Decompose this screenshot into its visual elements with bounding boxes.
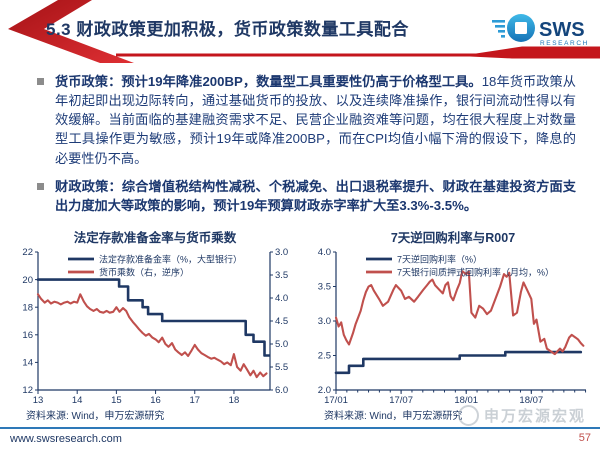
svg-text:16: 16 <box>150 395 161 406</box>
svg-text:18: 18 <box>22 302 33 313</box>
globe-icon <box>492 14 535 42</box>
footer-url: www.swsresearch.com <box>10 433 122 445</box>
svg-text:3.5: 3.5 <box>318 282 331 293</box>
svg-text:20: 20 <box>22 275 33 286</box>
bullet-square-icon <box>37 78 44 85</box>
bullet-lead: 财政政策：综合增值税结构性减税、个税减免、出口退税率提升、财政在基建投资方面支出… <box>55 178 576 213</box>
page-number: 57 <box>578 432 591 444</box>
svg-text:4.5: 4.5 <box>275 316 288 327</box>
watermark-text: 申万宏源宏观 <box>484 408 587 425</box>
svg-text:17: 17 <box>189 395 200 406</box>
svg-text:6.0: 6.0 <box>275 385 288 396</box>
svg-text:5.0: 5.0 <box>275 339 288 350</box>
svg-text:法定存款准备金率（%，大型银行）: 法定存款准备金率（%，大型银行） <box>99 253 242 264</box>
svg-text:16: 16 <box>22 330 33 341</box>
svg-text:7天银行间质押式回购利率（月均，%）: 7天银行间质押式回购利率（月均，%） <box>397 266 554 277</box>
svg-text:3.0: 3.0 <box>275 247 288 258</box>
bullet-body: 18年货币政策从年初起即出现边际转向，通过基础货币的投放、以及连续降准操作，银行… <box>55 74 576 166</box>
repo-rate-plot: 4.0 3.5 3.0 2.5 2.017/01 17/07 18/01 18/07 7天逆回购… <box>318 247 587 406</box>
bullet-monetary-policy: 货币政策：预计19年降准200BP，数量型工具重要性仍高于价格型工具。18年货币… <box>28 72 576 168</box>
bullet-lead: 货币政策：预计19年降准200BP，数量型工具重要性仍高于价格型工具。 <box>55 74 482 89</box>
svg-text:2.5: 2.5 <box>318 351 331 362</box>
svg-text:2.0: 2.0 <box>318 385 331 396</box>
svg-text:货币乘数（右，逆序）: 货币乘数（右，逆序） <box>99 266 189 277</box>
svg-text:3.0: 3.0 <box>318 316 331 327</box>
svg-text:SWS: SWS <box>539 19 585 41</box>
bullet-text: 财政政策：综合增值税结构性减税、个税减免、出口退税率提升、财政在基建投资方面支出… <box>55 177 576 215</box>
svg-text:RESEARCH: RESEARCH <box>540 40 589 47</box>
svg-text:7天逆回购利率（%）: 7天逆回购利率（%） <box>397 253 482 264</box>
source-note: 资料来源: Wind，申万宏源研究 <box>26 410 165 422</box>
chart-repo-rates: 7天逆回购利率与R007 4.0 3.5 3.0 2.5 2.0 17/01 17/07 18… <box>308 226 598 422</box>
svg-text:4.0: 4.0 <box>318 247 331 258</box>
svg-text:3.5: 3.5 <box>275 270 288 281</box>
slide-header: 5.3 财政政策更加积极，货币政策数量工具配合 SWS RESEARCH <box>0 0 600 64</box>
svg-text:18/01: 18/01 <box>454 395 478 406</box>
bullet-fiscal-policy: 财政政策：综合增值税结构性减税、个税减免、出口退税率提升、财政在基建投资方面支出… <box>28 177 576 215</box>
svg-text:17/01: 17/01 <box>324 395 348 406</box>
watermark: 申万宏源宏观 <box>458 405 586 426</box>
svg-text:18: 18 <box>229 395 240 406</box>
chart-title: 法定存款准备金率与货币乘数 <box>73 230 237 245</box>
rrr-multiplier-plot: 22 20 18 16 14 12 3.0 3.5 4.0 4.5 5.0 5.5 6.0 13 14 15 1… <box>22 247 288 406</box>
footer-divider <box>0 427 600 429</box>
page-title: 5.3 财政政策更加积极，货币政策数量工具配合 <box>46 20 409 39</box>
svg-text:14: 14 <box>72 395 83 406</box>
red-ribbon-decoration <box>8 0 600 63</box>
watermark-logo-icon <box>458 405 479 426</box>
svg-text:5.5: 5.5 <box>275 362 288 373</box>
svg-text:15: 15 <box>111 395 122 406</box>
bullet-list: 货币政策：预计19年降准200BP，数量型工具重要性仍高于价格型工具。18年货币… <box>0 64 600 215</box>
svg-text:22: 22 <box>22 247 33 258</box>
chart-title: 7天逆回购利率与R007 <box>390 230 516 245</box>
source-note: 资料来源: Wind，申万宏源研究 <box>324 410 463 422</box>
bullet-square-icon <box>37 182 44 190</box>
svg-text:18/07: 18/07 <box>519 395 543 406</box>
svg-text:14: 14 <box>22 358 33 369</box>
chart-rrr-money-multiplier: 法定存款准备金率与货币乘数 22 20 18 16 14 12 3.0 3.5 4.0 4.5 5.… <box>10 226 300 422</box>
charts-row: 法定存款准备金率与货币乘数 22 20 18 16 14 12 3.0 3.5 4.0 4.5 5.… <box>0 224 600 422</box>
svg-text:12: 12 <box>22 385 33 396</box>
sws-research-logo: SWS RESEARCH <box>492 14 589 47</box>
svg-text:4.0: 4.0 <box>275 293 288 304</box>
bullet-text: 货币政策：预计19年降准200BP，数量型工具重要性仍高于价格型工具。18年货币… <box>55 72 576 168</box>
svg-text:17/07: 17/07 <box>389 395 413 406</box>
svg-text:13: 13 <box>33 395 44 406</box>
